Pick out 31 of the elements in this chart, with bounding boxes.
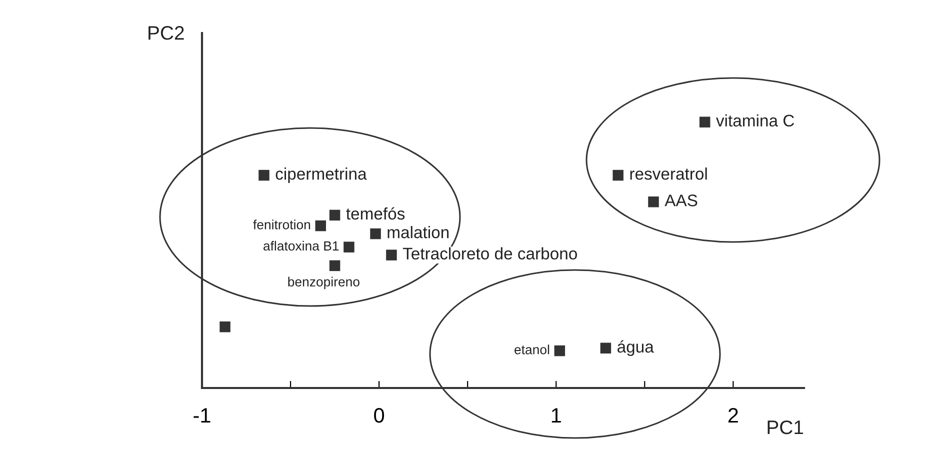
point bbox=[258, 170, 270, 181]
y-axis-title: PC2 bbox=[148, 26, 184, 40]
annotation: Tetracloreto de carbono bbox=[402, 247, 577, 260]
point bbox=[315, 220, 326, 232]
point bbox=[554, 345, 566, 356]
annotation: malation bbox=[388, 226, 449, 238]
annotation: benzopireno bbox=[288, 276, 360, 290]
point bbox=[344, 242, 354, 252]
point bbox=[386, 250, 397, 260]
point bbox=[612, 170, 624, 181]
annotation: água bbox=[618, 340, 654, 356]
x-tick-label: 1 bbox=[552, 408, 561, 423]
point bbox=[329, 210, 340, 221]
annotation: resveratrol bbox=[630, 168, 707, 180]
annotation: aflatoxina B1 bbox=[264, 240, 339, 251]
point bbox=[648, 196, 659, 208]
annotation: fenitrotion bbox=[253, 220, 310, 230]
point bbox=[220, 321, 230, 332]
x-axis-title: PC1 bbox=[768, 420, 804, 434]
x-tick-label: -1 bbox=[194, 408, 210, 423]
annotation: vitamina C bbox=[716, 114, 794, 127]
point bbox=[600, 342, 612, 354]
x-tick-label: 0 bbox=[374, 408, 384, 423]
point bbox=[329, 260, 340, 272]
annotation: AAS bbox=[664, 194, 698, 206]
annotation: etanol bbox=[514, 344, 550, 354]
point bbox=[699, 116, 710, 128]
point bbox=[370, 228, 381, 240]
annotation: cipermetrina bbox=[276, 168, 367, 184]
x-tick-label: 2 bbox=[728, 408, 738, 423]
annotation: temefós bbox=[346, 207, 405, 220]
